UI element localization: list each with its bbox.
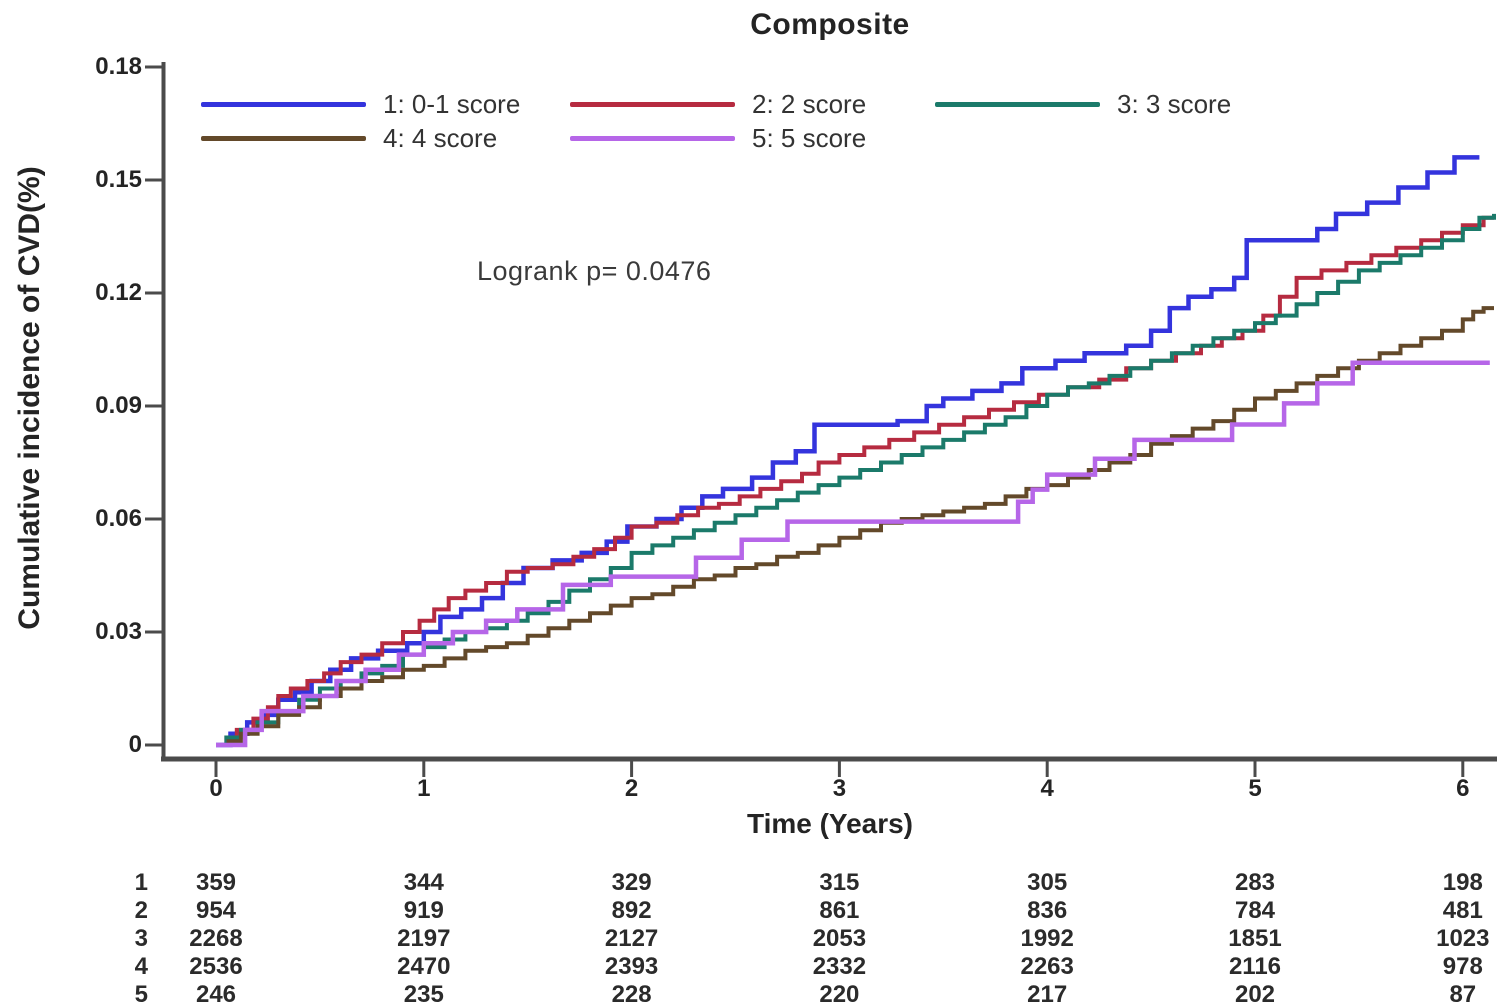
risk-row-label: 5 bbox=[134, 981, 148, 1007]
y-tick-label: 0 bbox=[128, 731, 142, 758]
risk-count: 1023 bbox=[1436, 925, 1490, 952]
risk-row-label: 4 bbox=[134, 953, 148, 980]
risk-count: 2268 bbox=[189, 925, 243, 952]
risk-count: 2053 bbox=[812, 925, 867, 952]
risk-count: 283 bbox=[1234, 869, 1276, 896]
risk-count: 2116 bbox=[1228, 953, 1282, 980]
legend-item: 5: 5 score bbox=[570, 122, 866, 154]
risk-count: 228 bbox=[611, 981, 652, 1007]
x-tick-label: 1 bbox=[417, 775, 431, 802]
risk-count: 198 bbox=[1442, 869, 1483, 896]
risk-count: 784 bbox=[1234, 897, 1276, 924]
y-tick-label: 0.15 bbox=[95, 165, 142, 193]
legend-item-label: 5: 5 score bbox=[752, 122, 867, 153]
risk-count: 359 bbox=[195, 869, 237, 896]
risk-row-label: 1 bbox=[134, 869, 148, 896]
risk-count: 202 bbox=[1234, 981, 1276, 1007]
risk-count: 329 bbox=[611, 869, 652, 896]
legend-swatch-line bbox=[201, 101, 366, 107]
risk-row-label: 3 bbox=[134, 925, 148, 952]
y-tick-label: 0.09 bbox=[95, 391, 142, 419]
risk-count: 892 bbox=[611, 897, 652, 924]
legend: 1: 0-1 score 2: 2 score 3: 3 score 4: 4 sco… bbox=[0, 0, 1505, 170]
risk-count: 2127 bbox=[604, 925, 659, 952]
y-tick-label: 0.12 bbox=[95, 278, 142, 306]
legend-swatch-line bbox=[935, 101, 1100, 107]
risk-count: 2536 bbox=[189, 953, 243, 980]
risk-count: 217 bbox=[1027, 981, 1068, 1007]
risk-count: 2470 bbox=[397, 953, 451, 980]
risk-count: 235 bbox=[403, 981, 444, 1007]
risk-count: 836 bbox=[1027, 897, 1068, 924]
legend-swatch-line bbox=[570, 101, 735, 107]
y-tick-label: 0.03 bbox=[95, 617, 142, 645]
risk-count: 344 bbox=[403, 869, 444, 896]
curve-2 bbox=[216, 215, 1494, 747]
x-tick-label: 3 bbox=[832, 775, 847, 802]
risk-count: 246 bbox=[195, 981, 237, 1007]
risk-count: 1992 bbox=[1020, 925, 1074, 952]
risk-count: 2197 bbox=[397, 925, 451, 952]
risk-count: 2263 bbox=[1020, 953, 1074, 980]
legend-item-label: 2: 2 score bbox=[752, 88, 867, 119]
x-tick-label: 5 bbox=[1248, 775, 1262, 802]
x-axis-title: Time (Years) bbox=[746, 808, 914, 839]
risk-count: 481 bbox=[1442, 897, 1483, 924]
risk-row-label: 2 bbox=[134, 897, 148, 924]
legend-item: 2: 2 score bbox=[570, 88, 866, 120]
legend-swatch-line bbox=[201, 135, 366, 141]
risk-count: 315 bbox=[819, 869, 860, 896]
x-tick-label: 4 bbox=[1040, 775, 1054, 802]
risk-count: 954 bbox=[195, 897, 237, 924]
y-tick-label: 0.06 bbox=[95, 504, 142, 532]
y-tick-label: 0.18 bbox=[95, 52, 142, 80]
x-tick-label: 0 bbox=[209, 775, 223, 802]
risk-count: 978 bbox=[1442, 953, 1483, 980]
logrank-annotation: Logrank p= 0.0476 bbox=[477, 256, 712, 286]
risk-count: 2332 bbox=[812, 953, 867, 980]
legend-item: 1: 0-1 score bbox=[201, 88, 520, 120]
legend-item: 3: 3 score bbox=[935, 88, 1231, 120]
legend-item: 4: 4 score bbox=[201, 122, 497, 154]
legend-item-label: 3: 3 score bbox=[1117, 88, 1232, 119]
risk-count: 919 bbox=[403, 897, 444, 924]
risk-count: 861 bbox=[819, 897, 860, 924]
risk-count: 87 bbox=[1449, 981, 1477, 1007]
curve-4 bbox=[216, 306, 1494, 747]
risk-count: 305 bbox=[1027, 869, 1068, 896]
x-tick-label: 6 bbox=[1456, 775, 1470, 802]
curve-5 bbox=[216, 360, 1490, 748]
curve-1 bbox=[216, 155, 1480, 748]
chart-title: Composite bbox=[750, 8, 910, 41]
legend-item-label: 1: 0-1 score bbox=[383, 88, 521, 119]
risk-count: 220 bbox=[819, 981, 860, 1007]
legend-swatch-line bbox=[570, 135, 735, 141]
risk-count: 2393 bbox=[604, 953, 659, 980]
legend-item-label: 4: 4 score bbox=[383, 122, 498, 153]
risk-count: 1851 bbox=[1228, 925, 1282, 952]
x-tick-label: 2 bbox=[624, 775, 639, 802]
